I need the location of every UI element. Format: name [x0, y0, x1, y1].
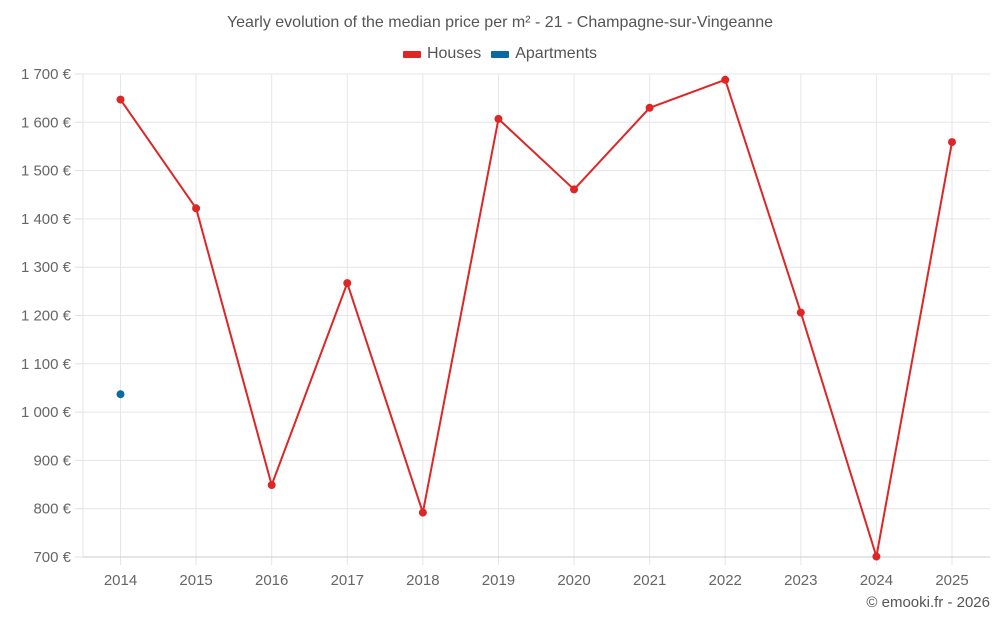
copyright-credit: © emooki.fr - 2026	[866, 594, 990, 611]
x-tick-label: 2023	[784, 572, 817, 589]
data-point[interactable]	[343, 279, 352, 288]
x-tick-label: 2018	[406, 572, 439, 589]
x-tick-label: 2020	[557, 572, 590, 589]
y-tick-label: 1 300 €	[21, 259, 72, 276]
x-tick-label: 2017	[331, 572, 364, 589]
grid-lines	[82, 73, 990, 565]
data-point[interactable]	[948, 138, 956, 147]
y-tick-label: 1 100 €	[21, 356, 72, 373]
data-point[interactable]	[570, 185, 579, 194]
y-tick-label: 1 700 €	[21, 66, 72, 83]
x-tick-label: 2025	[935, 572, 968, 589]
x-tick-label: 2022	[709, 572, 742, 589]
x-tick-label: 2021	[633, 572, 666, 589]
houses-swatch-icon	[402, 50, 421, 58]
data-point[interactable]	[192, 204, 201, 213]
x-tick-label: 2024	[860, 572, 893, 589]
data-point[interactable]	[418, 508, 427, 517]
data-point[interactable]	[116, 390, 125, 399]
x-axis: 2014 2015 2016 2017 2018 2019 2020 2021 2022 2023…	[83, 556, 990, 589]
y-tick-label: 1 400 €	[21, 211, 72, 228]
y-tick-label: 1 500 €	[21, 163, 72, 180]
data-series	[116, 75, 956, 561]
chart-legend: Houses Apartments	[0, 45, 1000, 63]
data-point[interactable]	[116, 95, 125, 104]
legend-label-houses: Houses	[426, 45, 482, 62]
x-tick-label: 2019	[482, 572, 515, 589]
series-line	[119, 78, 953, 558]
y-axis: 700 € 800 € 900 € 1 000 € 1 100 € 1 200 € 1 30…	[21, 66, 83, 566]
y-tick-label: 1 200 €	[21, 308, 72, 325]
data-point[interactable]	[721, 75, 730, 84]
x-tick-label: 2016	[255, 572, 288, 589]
y-tick-label: 1 000 €	[21, 404, 72, 421]
data-point[interactable]	[645, 103, 654, 112]
data-point[interactable]	[494, 114, 503, 123]
legend-item-apartments[interactable]: Apartments	[491, 45, 597, 63]
data-point[interactable]	[267, 481, 276, 490]
y-tick-label: 700 €	[33, 549, 71, 566]
legend-item-houses[interactable]: Houses	[402, 45, 482, 63]
legend-label-apartments: Apartments	[515, 45, 598, 62]
y-tick-label: 800 €	[33, 501, 71, 518]
y-tick-label: 900 €	[33, 452, 71, 469]
x-tick-label: 2015	[179, 572, 212, 589]
data-point[interactable]	[872, 552, 881, 561]
x-tick-label: 2014	[104, 572, 137, 589]
data-point[interactable]	[796, 308, 805, 317]
y-tick-label: 1 600 €	[21, 114, 72, 131]
apartments-swatch-icon	[491, 50, 510, 58]
chart-title: Yearly evolution of the median price per…	[226, 14, 774, 31]
